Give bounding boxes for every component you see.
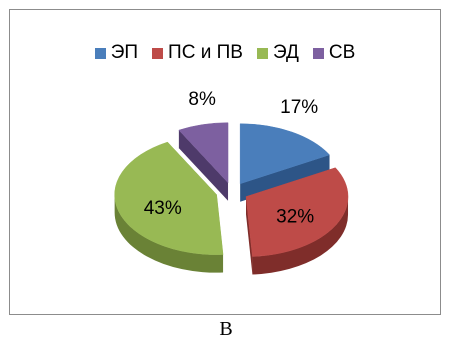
- legend-swatch-2: [256, 47, 268, 59]
- pie-slice-1: [245, 167, 349, 275]
- data-label-2: 43%: [144, 198, 182, 219]
- pie-slice-2: [114, 141, 224, 273]
- legend-item-1: ПС и ПВ: [152, 42, 243, 64]
- legend-item-3: СВ: [312, 42, 356, 64]
- legend-swatch-1: [152, 47, 164, 59]
- legend-label-1: ПС и ПВ: [168, 42, 243, 63]
- data-label-3: 8%: [188, 89, 216, 110]
- legend-swatch-3: [312, 47, 324, 59]
- data-label-0: 17%: [280, 97, 318, 118]
- legend-label-0: ЭП: [110, 42, 139, 63]
- data-label-1: 32%: [276, 207, 314, 228]
- legend-label-3: СВ: [328, 42, 356, 63]
- pie-chart: 17% 32% 43% 8%: [114, 89, 349, 275]
- chart-legend: ЭП ПС и ПВ ЭД СВ: [10, 42, 440, 64]
- pie-slice-3: [178, 122, 229, 201]
- chart-area: ЭП ПС и ПВ ЭД СВ 17% 32% 43% 8%: [9, 9, 441, 315]
- pie-slice-0: [239, 123, 330, 202]
- legend-swatch-0: [94, 47, 106, 59]
- figure-caption: В: [219, 318, 233, 340]
- legend-label-2: ЭД: [272, 42, 299, 63]
- legend-item-2: ЭД: [256, 42, 299, 64]
- legend-item-0: ЭП: [94, 42, 139, 64]
